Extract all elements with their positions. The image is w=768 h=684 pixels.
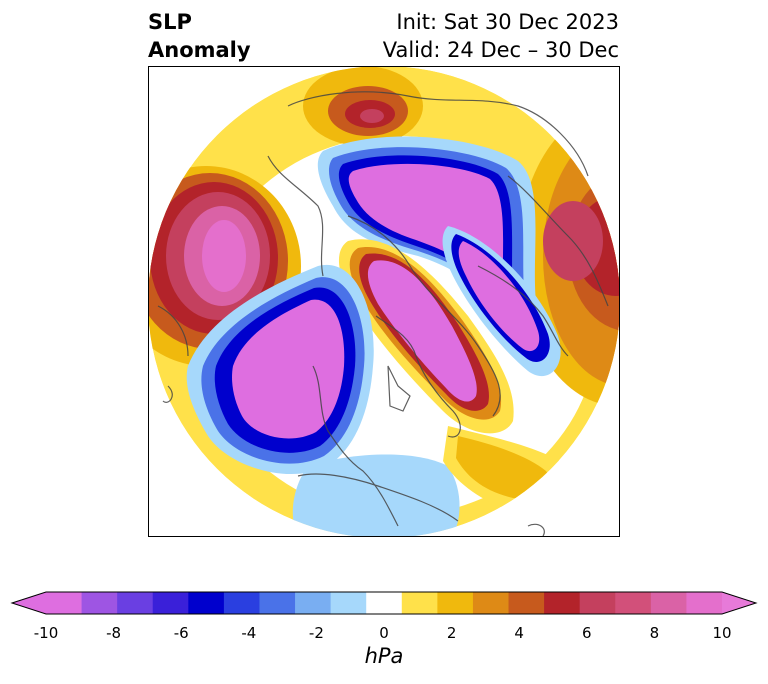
map-title: SLP Anomaly [148,8,251,64]
colorbar-bin [81,592,118,614]
anomaly-fill [148,66,620,537]
colorbar-bins [46,592,723,614]
colorbar-outline [10,591,758,615]
high-top [303,66,423,146]
colorbar-bin [117,592,154,614]
colorbar-tick-label: -4 [241,624,257,642]
low-us-light [292,454,460,537]
colorbar-extend-high [722,592,756,614]
colorbar-bin [686,592,723,614]
colorbar-tick-label: 6 [582,624,592,642]
colorbar-bin [472,592,510,614]
colorbar-bin [223,592,260,614]
colorbar-tick-label: -8 [106,624,122,642]
valid-range-label: Valid: 24 Dec – 30 Dec [382,38,619,62]
title-line-2: Anomaly [148,38,251,62]
colorbar-bin [259,592,296,614]
high-west [148,166,301,366]
colorbar-bin [295,592,332,614]
low-diagonal [442,226,561,377]
colorbar-unit-label: hPa [364,644,404,668]
colorbar-tick-label: 10 [712,624,732,642]
colorbar-bin [508,592,545,614]
high-diagonal [338,239,514,434]
map-border [148,66,620,537]
colorbar-tick-label: 2 [446,624,457,642]
colorbar-bin [46,592,83,614]
colorbar-bin [544,592,581,614]
colorbar-tick-label: -6 [173,624,189,642]
colorbar-extend-low [12,592,46,614]
colorbar [10,591,758,615]
colorbar-tick-label: 0 [379,624,389,642]
colorbar-bin [366,592,403,614]
low-canada [186,264,374,475]
colorbar-bin [401,592,438,614]
title-line-1: SLP [148,10,192,34]
colorbar-tick-label: 8 [649,624,660,642]
init-date-label: Init: Sat 30 Dec 2023 [396,10,619,34]
slp-anomaly-map [148,66,620,537]
colorbar-bin [615,592,652,614]
colorbar-bin [650,592,687,614]
colorbar-bin [579,592,616,614]
colorbar-bin [152,592,189,614]
colorbar-bin [188,592,225,614]
colorbar-bin [330,592,367,614]
colorbar-bin [437,592,474,614]
colorbar-tick-label: 4 [514,624,524,642]
colorbar-tick-label: -10 [33,624,59,642]
coastlines [157,91,609,537]
date-info: Init: Sat 30 Dec 2023 Valid: 24 Dec – 30… [383,8,619,64]
colorbar-tick-label: -2 [308,624,324,642]
